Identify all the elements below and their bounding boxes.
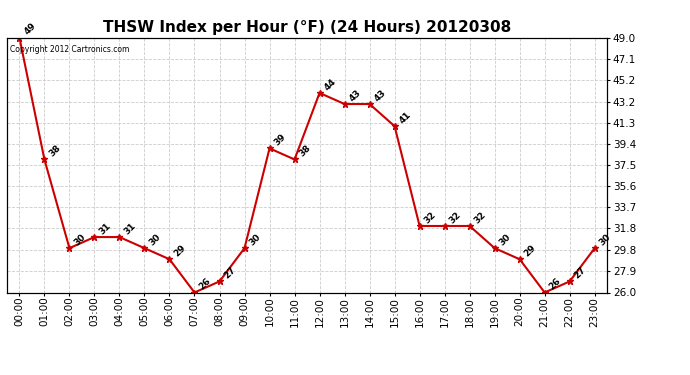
Text: 30: 30 <box>598 232 613 248</box>
Text: 31: 31 <box>122 221 137 236</box>
Text: 26: 26 <box>197 276 213 292</box>
Text: 30: 30 <box>497 232 513 248</box>
Text: 43: 43 <box>347 88 363 103</box>
Text: 44: 44 <box>322 77 337 92</box>
Text: 29: 29 <box>522 243 538 258</box>
Text: 30: 30 <box>147 232 162 248</box>
Text: 27: 27 <box>222 266 237 280</box>
Text: 31: 31 <box>97 221 112 236</box>
Text: 30: 30 <box>72 232 88 248</box>
Text: 38: 38 <box>47 144 62 159</box>
Text: 49: 49 <box>22 21 37 37</box>
Text: 41: 41 <box>397 110 413 125</box>
Text: 26: 26 <box>547 276 562 292</box>
Text: 38: 38 <box>297 144 313 159</box>
Text: 32: 32 <box>473 210 488 225</box>
Text: 27: 27 <box>573 266 588 280</box>
Text: 30: 30 <box>247 232 262 248</box>
Text: 29: 29 <box>172 243 188 258</box>
Text: 32: 32 <box>447 210 462 225</box>
Text: 43: 43 <box>373 88 388 103</box>
Text: Copyright 2012 Cartronics.com: Copyright 2012 Cartronics.com <box>10 45 129 54</box>
Text: 39: 39 <box>273 132 288 148</box>
Text: 32: 32 <box>422 210 437 225</box>
Title: THSW Index per Hour (°F) (24 Hours) 20120308: THSW Index per Hour (°F) (24 Hours) 2012… <box>103 20 511 35</box>
